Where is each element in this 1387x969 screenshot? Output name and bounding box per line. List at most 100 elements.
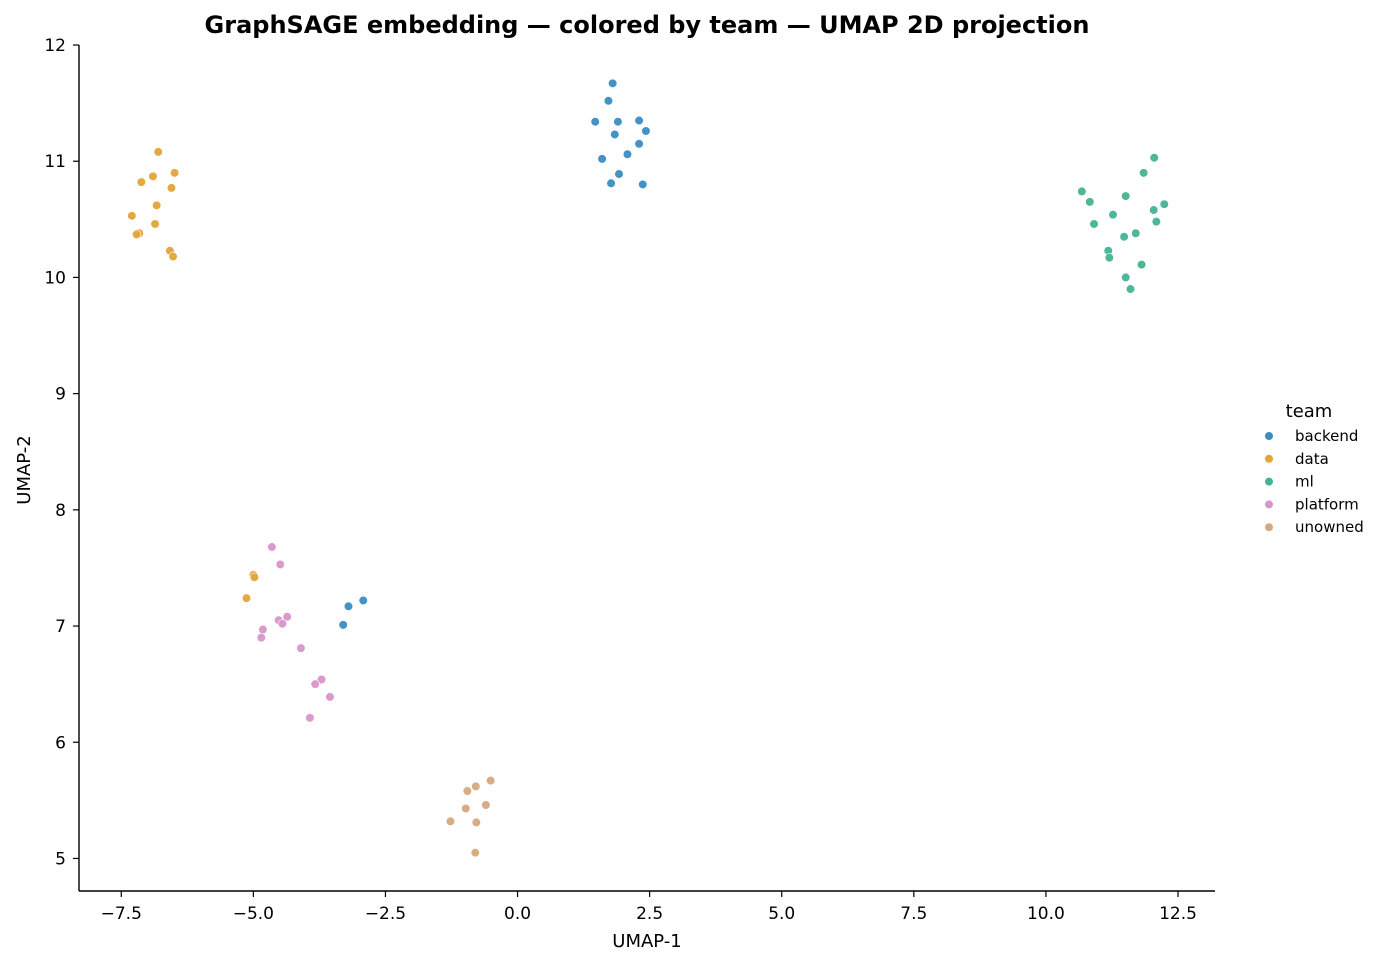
- legend-label: unowned: [1295, 518, 1364, 536]
- point-platform: [267, 542, 277, 552]
- legend-marker: [1264, 522, 1274, 532]
- point-platform: [316, 674, 327, 685]
- point-platform: [310, 679, 320, 689]
- series-unowned: [445, 776, 496, 858]
- y-tick-label: 10: [44, 268, 66, 288]
- point-ml: [1131, 228, 1141, 238]
- point-data: [136, 177, 146, 187]
- legend-title: team: [1286, 401, 1333, 422]
- series-backend: [338, 78, 651, 630]
- x-axis: −7.5 −5.0 −2.5 0.0 2.5 5.0 7.5 10.0 12.5: [79, 890, 1215, 924]
- series-data: [127, 147, 260, 603]
- point-unowned: [462, 786, 472, 796]
- legend-label: ml: [1295, 473, 1314, 491]
- series-platform: [256, 542, 335, 723]
- point-backend: [622, 149, 633, 159]
- y-tick-label: 6: [55, 733, 66, 753]
- point-data: [166, 183, 177, 193]
- legend: team backend data ml platform unowned: [1264, 401, 1364, 536]
- point-backend: [343, 601, 354, 611]
- x-tick-label: −5.0: [233, 904, 274, 924]
- legend-marker: [1264, 499, 1274, 510]
- point-ml: [1121, 272, 1131, 283]
- point-platform: [282, 612, 292, 622]
- series-ml: [1077, 153, 1169, 294]
- x-axis-label: UMAP-1: [612, 931, 681, 952]
- point-backend: [590, 117, 600, 127]
- y-axis: 5 6 7 8 9 10 11 12: [44, 36, 80, 891]
- legend-item-data: data: [1264, 450, 1329, 468]
- point-backend: [613, 117, 623, 127]
- point-platform: [277, 619, 288, 629]
- point-data: [168, 251, 178, 262]
- legend-item-platform: platform: [1264, 495, 1359, 513]
- point-backend: [603, 96, 614, 106]
- point-ml: [1149, 153, 1159, 163]
- point-platform: [256, 633, 266, 643]
- legend-item-unowned: unowned: [1264, 518, 1364, 536]
- point-unowned: [471, 781, 481, 792]
- x-tick-label: −7.5: [101, 904, 142, 924]
- point-unowned: [461, 803, 471, 814]
- point-data: [150, 219, 160, 229]
- point-backend: [634, 115, 644, 126]
- point-ml: [1159, 199, 1169, 209]
- point-backend: [338, 620, 348, 630]
- point-ml: [1149, 205, 1159, 215]
- point-backend: [610, 129, 620, 140]
- point-data: [148, 171, 158, 181]
- point-platform: [305, 713, 315, 723]
- point-platform: [296, 643, 306, 653]
- point-backend: [614, 169, 624, 179]
- point-platform: [258, 624, 268, 635]
- point-unowned: [481, 800, 491, 810]
- point-data: [241, 593, 252, 603]
- legend-label: backend: [1295, 427, 1358, 445]
- legend-marker: [1264, 431, 1274, 441]
- legend-label: platform: [1295, 495, 1359, 513]
- point-platform: [275, 559, 285, 570]
- point-data: [153, 147, 163, 157]
- x-tick-label: 0.0: [504, 904, 531, 924]
- x-tick-label: −2.5: [365, 904, 406, 924]
- point-backend: [608, 78, 618, 88]
- x-tick-label: 2.5: [636, 904, 663, 924]
- point-ml: [1136, 260, 1147, 270]
- point-data: [131, 229, 142, 240]
- point-unowned: [471, 817, 481, 828]
- y-tick-label: 7: [55, 617, 66, 637]
- legend-marker: [1264, 454, 1274, 464]
- point-platform: [325, 692, 335, 702]
- point-ml: [1077, 186, 1087, 197]
- point-backend: [634, 139, 644, 149]
- y-tick-label: 11: [44, 152, 66, 172]
- point-ml: [1089, 219, 1099, 229]
- point-ml: [1104, 253, 1114, 263]
- point-unowned: [486, 776, 496, 786]
- point-ml: [1119, 232, 1129, 242]
- y-tick-label: 8: [55, 501, 66, 521]
- y-tick-label: 12: [44, 36, 66, 56]
- point-unowned: [470, 848, 480, 858]
- x-tick-label: 5.0: [768, 904, 795, 924]
- point-ml: [1085, 197, 1095, 207]
- y-tick-label: 5: [55, 849, 66, 869]
- legend-marker: [1264, 477, 1274, 487]
- point-backend: [597, 154, 607, 164]
- point-unowned: [445, 816, 456, 826]
- y-tick-label: 9: [55, 385, 66, 405]
- point-data: [127, 211, 137, 221]
- point-ml: [1139, 168, 1149, 178]
- point-data: [152, 200, 162, 210]
- point-ml: [1108, 210, 1118, 220]
- point-data: [249, 572, 260, 582]
- x-tick-label: 10.0: [1027, 904, 1065, 924]
- legend-label: data: [1295, 450, 1329, 468]
- point-ml: [1121, 191, 1131, 201]
- x-tick-label: 12.5: [1159, 904, 1197, 924]
- y-axis-label: UMAP-2: [14, 435, 35, 504]
- point-ml: [1151, 217, 1161, 227]
- point-data: [170, 168, 180, 178]
- legend-item-ml: ml: [1264, 473, 1314, 491]
